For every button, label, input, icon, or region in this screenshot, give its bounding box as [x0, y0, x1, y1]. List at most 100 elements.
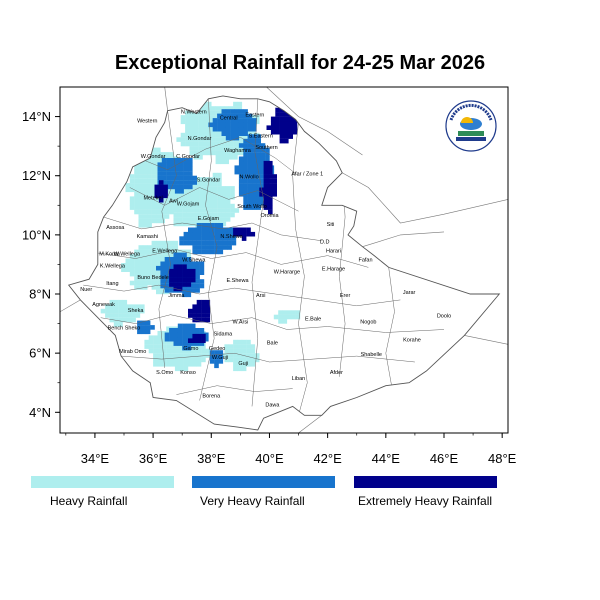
rain-cell	[201, 344, 206, 349]
rain-cell	[157, 331, 163, 336]
rain-cell	[208, 208, 213, 213]
rain-cell	[179, 162, 184, 167]
rain-cell	[126, 308, 132, 314]
rain-cell	[161, 339, 167, 345]
rain-cell	[238, 109, 244, 114]
rain-cell	[256, 138, 261, 144]
rain-cell	[221, 217, 227, 222]
rain-cell	[225, 212, 231, 218]
rain-cell	[140, 308, 145, 314]
rain-cell	[179, 344, 184, 349]
rain-cell	[265, 156, 270, 162]
rain-cell	[238, 131, 244, 136]
rain-cell	[199, 261, 205, 267]
rain-cell	[180, 141, 186, 147]
rain-cell	[161, 180, 167, 185]
rain-cell	[183, 184, 189, 190]
rain-cell	[190, 328, 196, 333]
rain-cell	[151, 187, 157, 193]
rain-cell	[206, 128, 212, 133]
rain-cell	[151, 267, 157, 272]
rain-cell	[161, 162, 167, 167]
rain-cell	[215, 159, 221, 165]
rain-cell	[202, 150, 208, 156]
rain-cell	[169, 332, 174, 338]
rain-cell	[214, 223, 219, 228]
rain-cell	[173, 240, 179, 246]
rain-cell	[189, 150, 195, 156]
rain-cell	[218, 227, 224, 233]
rain-cell	[214, 236, 219, 241]
rain-cell	[177, 332, 183, 338]
rain-cell	[279, 112, 285, 117]
zone-label: Western	[137, 119, 157, 125]
rain-cell	[246, 353, 251, 358]
rain-cell	[199, 279, 205, 284]
rain-cell	[195, 265, 200, 271]
rain-cell	[138, 254, 144, 259]
zone-label: K.Wellega	[100, 263, 126, 269]
rain-cell	[243, 122, 248, 128]
zone-boundary-line	[123, 137, 299, 176]
rain-cell	[134, 196, 139, 201]
rain-cell	[179, 180, 184, 185]
rain-cell	[212, 217, 218, 222]
rain-cell	[218, 359, 224, 364]
rain-cell	[177, 277, 183, 283]
rain-cell	[195, 279, 200, 284]
rain-cell	[256, 174, 261, 179]
rain-cell	[199, 212, 205, 218]
rain-cell	[196, 236, 202, 241]
rain-cell	[252, 200, 257, 206]
rain-cell	[151, 174, 157, 179]
rain-cell	[138, 214, 144, 219]
rain-cell	[260, 183, 266, 188]
rain-cell	[206, 132, 212, 138]
rain-cell	[212, 186, 218, 191]
rain-cell	[237, 150, 243, 156]
rain-cell	[170, 180, 176, 185]
rain-cell	[156, 263, 161, 268]
rain-cell	[268, 200, 273, 206]
rain-cell	[160, 270, 165, 275]
zone-label: Jarar	[403, 290, 416, 296]
rain-cell	[263, 165, 269, 170]
rain-cell	[185, 132, 190, 138]
rain-cell	[190, 268, 196, 274]
rain-cell	[180, 115, 186, 120]
rain-cell	[186, 265, 192, 271]
rain-cell	[241, 339, 247, 345]
rain-cell	[286, 310, 292, 315]
rain-cell	[147, 174, 152, 179]
x-tick-label: 38°E	[197, 451, 226, 466]
rain-cell	[147, 209, 152, 215]
rain-cell	[196, 317, 202, 323]
rain-cell	[190, 190, 196, 196]
rain-cell	[225, 208, 231, 213]
rain-cell	[185, 115, 190, 120]
rain-cell	[193, 119, 199, 125]
rain-cell	[160, 200, 165, 206]
rain-cell	[138, 271, 144, 277]
rain-cell	[151, 258, 157, 264]
rain-cell	[151, 152, 157, 157]
rain-cell	[247, 205, 253, 210]
rain-cell	[186, 273, 192, 278]
rain-cell	[190, 323, 196, 329]
zone-label: South Wollo	[237, 204, 267, 210]
rain-cell	[217, 181, 222, 187]
rain-cell	[284, 134, 289, 139]
rain-cell	[202, 124, 208, 129]
legend-swatch-heavy	[31, 476, 174, 488]
rain-cell	[183, 166, 189, 172]
rain-cell	[179, 348, 184, 354]
rain-cell	[206, 106, 212, 111]
rain-cell	[138, 196, 144, 201]
rain-cell	[225, 190, 231, 196]
rain-cell	[174, 171, 180, 176]
rain-cell	[263, 200, 269, 206]
rain-cell	[225, 109, 231, 114]
rain-cell	[196, 353, 202, 358]
rain-cell	[256, 152, 261, 157]
rain-cell	[217, 126, 222, 132]
